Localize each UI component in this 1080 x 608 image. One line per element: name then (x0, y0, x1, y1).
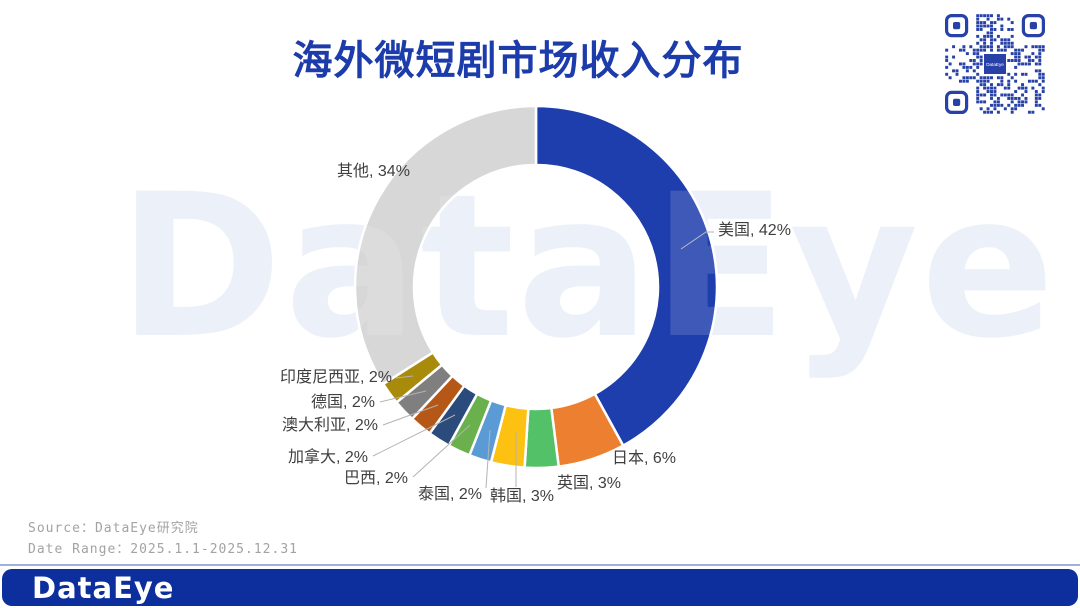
slice-label-10: 其他, 34% (337, 162, 410, 180)
slice-label-0: 美国, 42% (718, 221, 791, 239)
page-title: 海外微短剧市场收入分布 (292, 39, 744, 83)
footer-divider (0, 564, 1080, 566)
qr-code-icon: DataEye (945, 14, 1045, 114)
qr-finder-pattern (945, 14, 969, 38)
label-leader-line (412, 424, 471, 478)
slice-label-5: 巴西, 2% (344, 470, 408, 487)
slice-label-6: 加拿大, 2% (288, 447, 368, 466)
pie-slice-2 (523, 406, 561, 470)
pie-slice-0 (534, 104, 719, 448)
label-leader-line (485, 429, 491, 489)
qr-center-logo (984, 54, 1006, 74)
slice-label-7: 澳大利亚, 2% (282, 416, 378, 434)
slice-label-1: 日本, 6% (612, 449, 676, 467)
pie-slice-10 (353, 104, 538, 386)
label-leader-line (372, 414, 456, 457)
slice-label-3: 韩国, 3% (490, 487, 554, 505)
label-leader-line (680, 231, 714, 250)
footer-bar: DataEye (2, 569, 1078, 606)
label-leader-line (395, 375, 414, 379)
slice-label-9: 印度尼西亚, 2% (280, 368, 392, 386)
slice-label-2: 英国, 3% (557, 474, 621, 492)
slice-label-4: 泰国, 2% (418, 485, 482, 503)
label-leader-line (379, 390, 427, 403)
qr-finder-pattern (945, 90, 969, 114)
date-range-line: Date Range：2025.1.1-2025.12.31 (28, 542, 298, 557)
dataeye-logo: DataEye (32, 570, 175, 605)
source-line: Source：DataEye研究院 (28, 521, 199, 536)
source-note: Source：DataEye研究院 Date Range：2025.1.1-20… (28, 518, 298, 560)
qr-finder-pattern (1021, 14, 1045, 38)
label-leader-line (382, 404, 439, 426)
slice-label-8: 德国, 2% (311, 393, 375, 411)
qr-center-logo-text: DataEye (986, 62, 1004, 67)
